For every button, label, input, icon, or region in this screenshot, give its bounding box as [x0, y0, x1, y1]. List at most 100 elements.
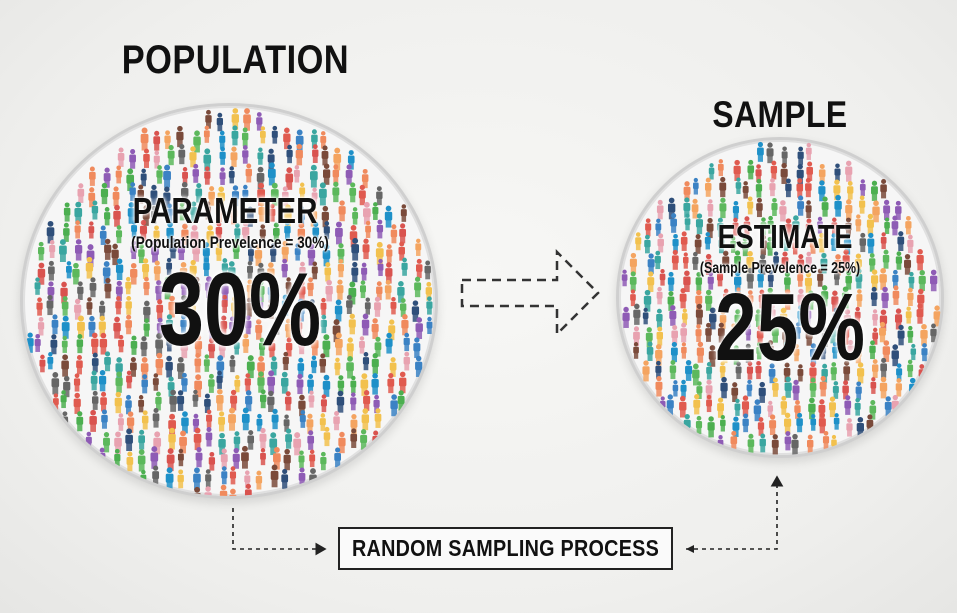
- person-icon: [622, 306, 630, 328]
- person-icon: [882, 249, 890, 269]
- person-icon: [189, 300, 196, 319]
- person-icon: [34, 277, 41, 295]
- person-icon: [655, 375, 663, 397]
- person-icon: [218, 337, 226, 358]
- person-icon: [256, 112, 263, 131]
- person-icon: [254, 243, 263, 266]
- person-icon: [204, 166, 211, 185]
- person-icon: [746, 379, 753, 397]
- person-icon: [854, 306, 861, 324]
- person-icon: [758, 381, 766, 403]
- person-icon: [299, 261, 306, 281]
- person-icon: [708, 163, 715, 180]
- person-icon: [349, 182, 357, 203]
- person-icon: [904, 253, 912, 275]
- person-icon: [385, 262, 393, 284]
- person-icon: [267, 280, 275, 302]
- person-icon: [742, 236, 749, 257]
- person-icon: [872, 309, 878, 326]
- person-icon: [257, 147, 264, 165]
- person-icon: [47, 352, 54, 370]
- person-icon: [717, 435, 724, 452]
- person-icon: [655, 218, 662, 236]
- parameter-heading: PARAMETER: [132, 190, 318, 231]
- person-icon: [155, 333, 164, 356]
- person-icon: [758, 289, 766, 309]
- person-icon: [386, 244, 393, 263]
- person-icon: [332, 181, 340, 203]
- person-icon: [177, 469, 184, 489]
- person-icon: [401, 314, 409, 336]
- person-icon: [414, 276, 422, 298]
- person-icon: [670, 341, 678, 363]
- person-icon: [332, 164, 340, 184]
- person-icon: [360, 429, 368, 450]
- person-icon: [897, 231, 905, 251]
- person-icon: [918, 364, 925, 383]
- person-icon: [61, 296, 69, 316]
- person-icon: [841, 323, 850, 345]
- person-icon: [156, 299, 164, 320]
- person-icon: [694, 233, 702, 254]
- person-icon: [362, 238, 370, 260]
- person-icon: [204, 486, 212, 496]
- person-icon: [140, 336, 148, 357]
- person-icon: [143, 276, 150, 296]
- person-icon: [138, 395, 145, 413]
- person-icon: [732, 200, 739, 220]
- person-icon: [399, 223, 407, 244]
- person-icon: [281, 468, 289, 489]
- person-icon: [113, 204, 121, 227]
- person-icon: [742, 413, 749, 433]
- person-icon: [818, 180, 826, 202]
- person-icon: [879, 376, 888, 399]
- person-icon: [792, 215, 800, 237]
- person-icon: [221, 466, 228, 485]
- person-icon: [338, 431, 346, 454]
- person-icon: [415, 238, 422, 256]
- person-icon: [805, 251, 812, 270]
- person-icon: [298, 467, 306, 488]
- person-icon: [246, 355, 255, 379]
- person-icon: [854, 343, 862, 364]
- person-icon: [37, 316, 45, 336]
- person-icon: [371, 318, 379, 339]
- person-icon: [348, 281, 357, 305]
- person-icon: [130, 240, 137, 260]
- person-icon: [336, 390, 345, 413]
- person-icon: [770, 160, 778, 180]
- person-icon: [257, 371, 265, 393]
- person-icon: [192, 238, 200, 262]
- person-icon: [723, 288, 730, 307]
- person-icon: [228, 166, 235, 184]
- person-icon: [768, 363, 776, 384]
- person-icon: [206, 225, 214, 247]
- person-icon: [346, 355, 354, 379]
- person-icon: [891, 344, 899, 367]
- person-icon: [387, 373, 395, 394]
- person-icon: [231, 125, 239, 146]
- person-icon: [138, 243, 145, 264]
- person-icon: [832, 342, 838, 359]
- person-icon: [125, 295, 132, 315]
- person-icon: [629, 252, 637, 274]
- person-icon: [59, 239, 67, 262]
- person-icon: [718, 234, 725, 254]
- person-icon: [783, 341, 789, 358]
- person-icon: [671, 249, 679, 270]
- person-icon: [621, 269, 628, 287]
- person-icon: [219, 130, 226, 149]
- person-icon: [879, 267, 887, 290]
- person-icon: [822, 430, 830, 450]
- person-icon: [843, 360, 851, 381]
- person-icon: [810, 413, 817, 431]
- person-icon: [126, 370, 133, 389]
- person-icon: [141, 410, 149, 430]
- person-icon: [755, 361, 762, 380]
- person-icon: [90, 370, 98, 391]
- person-icon: [284, 220, 291, 240]
- person-icon: [645, 218, 652, 237]
- person-icon: [845, 217, 852, 237]
- person-icon: [659, 268, 666, 286]
- person-icon: [717, 268, 724, 287]
